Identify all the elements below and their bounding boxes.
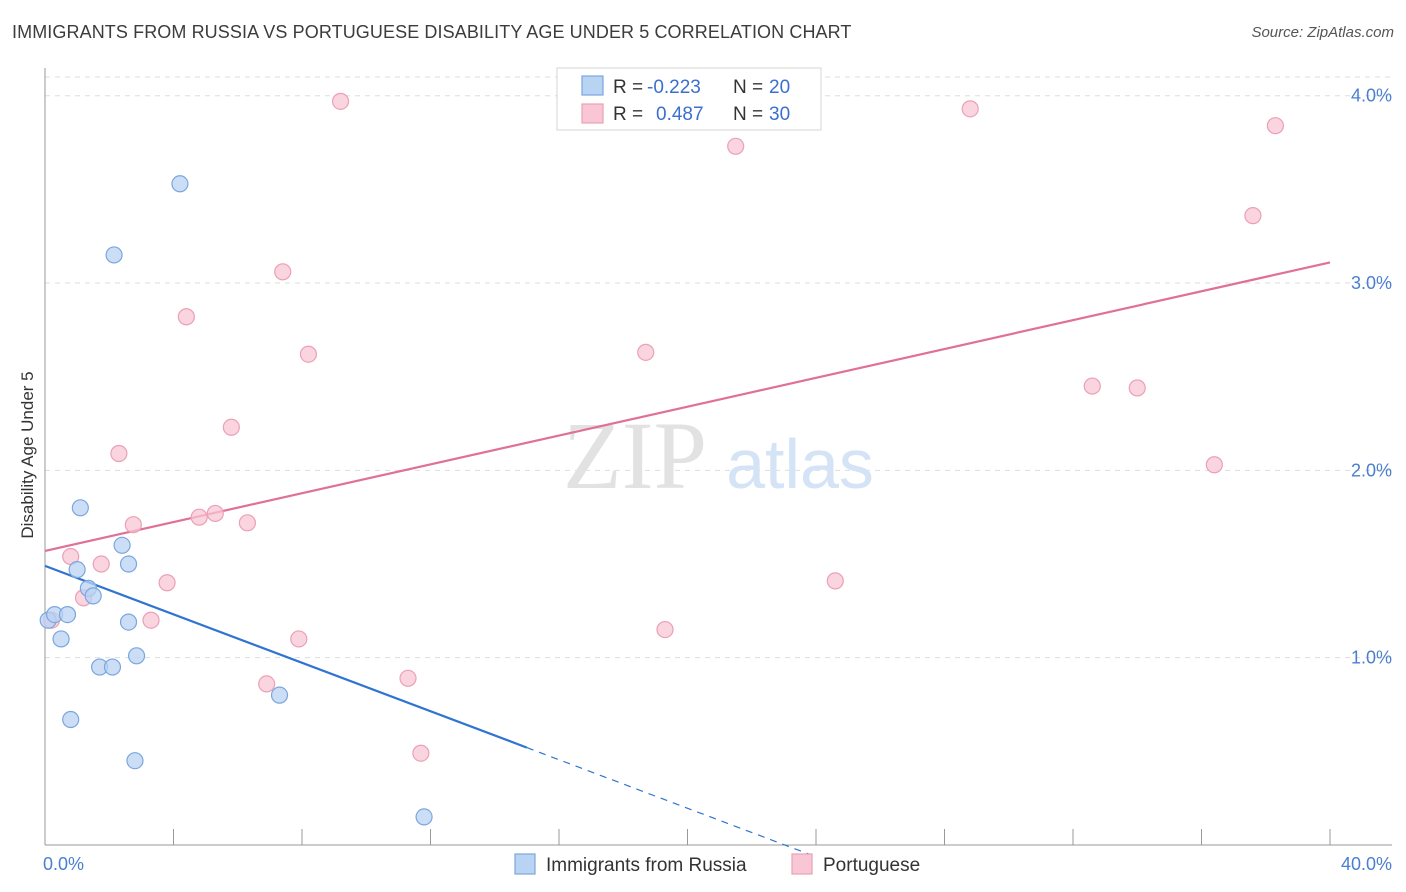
legend-n-label-2: N = — [733, 104, 763, 125]
point-portuguese — [1244, 207, 1262, 225]
point-portuguese — [961, 100, 979, 118]
legend-r-value-2: 0.487 — [656, 104, 704, 125]
bottom-legend: Immigrants from Russia Portuguese — [514, 853, 920, 876]
point-portuguese — [110, 444, 128, 463]
trend-line-russia — [44, 564, 528, 749]
legend-n-value-1: 20 — [769, 77, 790, 98]
bottom-legend-swatch-pink — [791, 853, 813, 875]
watermark-zip: ZIP — [563, 402, 707, 509]
x-tick-label-min: 0.0% — [43, 854, 84, 874]
point-portuguese — [290, 630, 308, 648]
legend-box: R = -0.223 N = 20 R = 0.487 N = 30 — [556, 67, 822, 131]
point-portuguese — [206, 504, 224, 523]
point-portuguese — [274, 263, 292, 281]
point-russia — [126, 752, 144, 770]
point-portuguese — [92, 555, 110, 573]
y-tick-labels: 1.0% 2.0% 3.0% 4.0% — [1351, 86, 1392, 668]
point-russia — [119, 613, 138, 631]
point-russia — [113, 536, 131, 554]
point-russia — [68, 561, 86, 579]
y-tick-label: 2.0% — [1351, 460, 1392, 480]
point-russia — [127, 647, 146, 665]
legend-swatch-pink — [581, 103, 604, 124]
point-portuguese — [399, 669, 417, 687]
point-russia — [52, 630, 70, 648]
legend-swatch-blue — [581, 75, 604, 96]
point-russia — [62, 710, 80, 729]
point-portuguese — [222, 418, 240, 436]
point-portuguese — [190, 508, 208, 526]
point-portuguese — [1128, 379, 1146, 397]
point-portuguese — [637, 343, 655, 361]
point-portuguese — [1266, 117, 1284, 135]
legend-r-value-1: -0.223 — [647, 77, 701, 98]
chart-title: IMMIGRANTS FROM RUSSIA VS PORTUGUESE DIS… — [12, 22, 852, 42]
point-russia — [171, 175, 189, 193]
point-russia — [415, 808, 433, 826]
source-label: Source: ZipAtlas.com — [1251, 24, 1394, 41]
bottom-legend-label-portuguese: Portuguese — [823, 855, 920, 876]
point-russia — [105, 246, 123, 264]
trend-line-russia-extension — [526, 747, 810, 855]
x-ticks-layer — [173, 829, 1331, 845]
point-portuguese — [656, 620, 674, 639]
bottom-legend-swatch-blue — [514, 853, 536, 875]
point-russia — [103, 658, 122, 676]
point-russia — [71, 499, 89, 517]
point-russia — [58, 605, 77, 624]
point-portuguese — [142, 611, 160, 629]
point-portuguese — [177, 308, 195, 326]
point-portuguese — [1205, 456, 1223, 474]
point-russia — [84, 587, 102, 605]
point-portuguese — [331, 92, 350, 110]
y-tick-label: 1.0% — [1351, 648, 1392, 668]
point-portuguese — [158, 574, 176, 592]
point-portuguese — [124, 516, 142, 534]
point-russia — [119, 555, 138, 573]
points-layer — [39, 92, 1284, 826]
x-tick-label-max: 40.0% — [1341, 854, 1392, 874]
trend-layer — [44, 261, 1331, 855]
legend-r-label-2: R = — [613, 104, 643, 125]
point-portuguese — [258, 675, 276, 693]
point-portuguese — [727, 137, 745, 155]
y-axis-label: Disability Age Under 5 — [18, 371, 37, 538]
trend-line-portuguese — [44, 261, 1331, 552]
bottom-legend-label-russia: Immigrants from Russia — [546, 855, 747, 876]
grid-layer — [45, 76, 1392, 659]
legend-n-value-2: 30 — [769, 104, 790, 125]
point-russia — [270, 686, 289, 704]
point-portuguese — [412, 744, 430, 762]
legend-n-label-1: N = — [733, 77, 763, 98]
point-portuguese — [1083, 377, 1101, 395]
legend-r-label-1: R = — [613, 77, 643, 98]
point-portuguese — [238, 514, 256, 532]
y-tick-label: 4.0% — [1351, 86, 1392, 106]
y-tick-label: 3.0% — [1351, 273, 1392, 293]
watermark-atlas: atlas — [726, 425, 874, 503]
point-portuguese — [299, 345, 318, 363]
point-portuguese — [826, 572, 844, 590]
